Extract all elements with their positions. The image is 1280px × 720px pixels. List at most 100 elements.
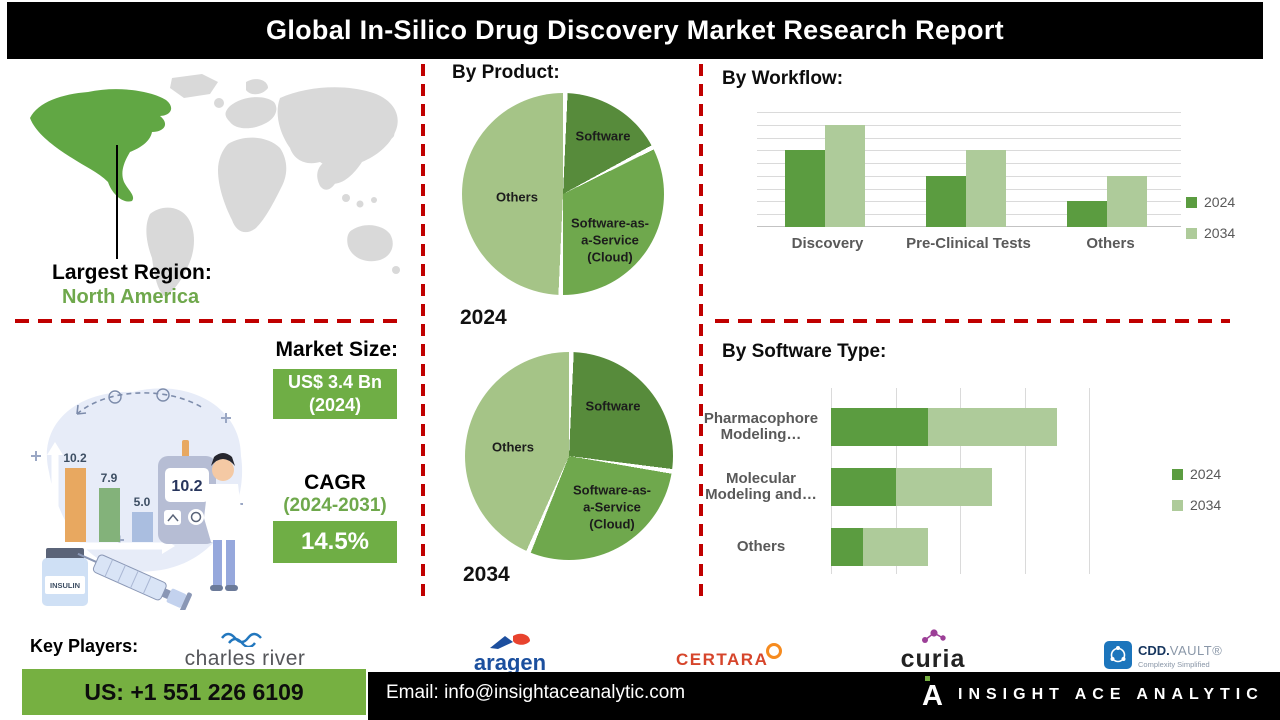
market-size-label: Market Size: — [275, 338, 398, 361]
gridline — [1089, 388, 1090, 574]
pie-2024-label-saas: Software-as- a-Service (Cloud) — [570, 215, 650, 265]
bar-value-3: 5.0 — [134, 495, 151, 509]
map-continents — [146, 74, 400, 296]
workflow-category-others: Others — [1086, 235, 1135, 252]
bar-value-2: 7.9 — [101, 471, 118, 485]
by-product-heading: By Product: — [452, 62, 560, 83]
bar-Pharmacophore Modeling…-2034 — [927, 408, 1057, 446]
key-players-label: Key Players: — [30, 636, 139, 656]
cdd-tagline: Complexity Simplified — [1138, 659, 1210, 669]
legend-swatch-2024 — [1186, 196, 1197, 208]
legend-swatch-2034 — [1172, 499, 1183, 511]
workflow-legend-2024: 2024 — [1186, 194, 1235, 210]
logo-aragen: aragen — [455, 632, 565, 676]
pie-2034-label-saas: Software-as- a-Service (Cloud) — [572, 482, 652, 532]
bar-Others-2024 — [831, 528, 864, 566]
software-category-molecular: Molecular Modeling and… — [705, 470, 817, 503]
bar-Discovery-2024 — [785, 150, 825, 227]
curia-name: curia — [900, 645, 966, 673]
bar-Pre-Clinical Tests-2024 — [926, 175, 966, 227]
legend-label-2034: 2034 — [1204, 225, 1236, 241]
divider-right — [715, 319, 1230, 323]
gridline — [1024, 388, 1026, 574]
cdd-vault-name: VAULT® — [1169, 642, 1223, 658]
pie-2034-label-others: Others — [492, 439, 534, 455]
curia-molecule-icon — [922, 629, 946, 643]
software-legend-2034: 2034 — [1172, 497, 1221, 513]
bar-Pre-Clinical Tests-2034 — [966, 150, 1006, 227]
market-illustration: 10.2 7.9 5.0 10.2 INSULIN — [31, 388, 243, 610]
bar-value-1: 10.2 — [63, 451, 87, 465]
legend-label-2024: 2024 — [1190, 466, 1222, 482]
workflow-chart — [757, 112, 1181, 227]
workflow-category-preclinical: Pre-Clinical Tests — [906, 235, 1031, 252]
certara-name: CERTARA — [676, 650, 769, 669]
cagr-value: 14.5% — [300, 528, 370, 555]
logo-charles-river: charles river — [178, 631, 312, 671]
logo-certara: CERTARA — [676, 643, 784, 670]
bar-Others-2034 — [863, 528, 928, 566]
logo-cdd-vault: CDD.VAULT® Complexity Simplified — [1104, 641, 1222, 669]
legend-label-2034: 2034 — [1190, 497, 1222, 513]
syringe — [77, 552, 192, 610]
gridline — [757, 137, 1181, 139]
market-size-value: US$ 3.4 Bn — [287, 372, 383, 392]
cagr-value-box: 14.5% — [273, 521, 397, 563]
pie-2024-year-label: 2024 — [460, 306, 507, 329]
by-software-type-heading: By Software Type: — [722, 341, 887, 362]
market-size-box: US$ 3.4 Bn (2024) — [273, 369, 397, 419]
legend-swatch-2034 — [1186, 227, 1197, 239]
insulin-vial-label: INSULIN — [50, 581, 80, 590]
bar-Pharmacophore Modeling…-2024 — [831, 408, 928, 446]
largest-region-value: North America — [62, 286, 200, 308]
pie-2024-label-software: Software — [575, 128, 631, 144]
software-category-others: Others — [736, 538, 786, 555]
footer-bar — [368, 672, 1280, 720]
certara-ring-icon — [766, 643, 783, 659]
logo-green-dot — [925, 676, 930, 681]
cagr-label: CAGR — [304, 471, 366, 494]
aragen-name: aragen — [473, 650, 547, 675]
workflow-category-discovery: Discovery — [791, 235, 864, 252]
title-bar: Global In-Silico Drug Discovery Market R… — [7, 2, 1263, 59]
bar-Molecular Modeling and…-2024 — [831, 468, 896, 506]
legend-swatch-2024 — [1172, 468, 1183, 480]
world-map — [30, 74, 400, 296]
pie-2034-year-label: 2034 — [463, 563, 510, 586]
gridline — [757, 112, 1181, 113]
insight-ace-logo-icon: A — [922, 676, 952, 716]
footer-phone-box: US: +1 551 226 6109 — [22, 669, 366, 715]
software-type-chart — [831, 388, 1093, 574]
bar-Others-2024 — [1067, 201, 1107, 227]
cagr-period: (2024-2031) — [283, 495, 387, 516]
region-pointer-line — [116, 145, 118, 259]
pie-2034-label-software: Software — [585, 398, 641, 414]
charles-river-name: charles river — [184, 647, 306, 670]
map-north-america-highlight — [30, 89, 172, 202]
pie-chart-2034: Software Others Software-as- a-Service (… — [465, 352, 673, 560]
pie-2024-label-others: Others — [496, 189, 538, 205]
footer-phone: US: +1 551 226 6109 — [84, 678, 304, 705]
largest-region-label: Largest Region: — [52, 261, 212, 284]
cdd-name: CDD. — [1138, 642, 1170, 658]
legend-label-2024: 2024 — [1204, 194, 1236, 210]
software-legend-2024: 2024 — [1172, 466, 1221, 482]
footer-brand: INSIGHT ACE ANALYTIC — [958, 686, 1264, 703]
logo-curia: curia — [898, 628, 968, 674]
divider-vertical-1 — [421, 64, 425, 600]
market-size-year: (2024) — [308, 395, 362, 415]
divider-left — [15, 319, 405, 323]
cdd-vault-icon — [1104, 641, 1132, 669]
charles-river-waves-icon — [221, 632, 262, 647]
divider-vertical-2 — [699, 64, 703, 600]
glucose-meter-reading: 10.2 — [171, 478, 202, 495]
footer-email: Email: info@insightaceanalytic.com — [386, 682, 686, 703]
aragen-mark-icon — [490, 633, 530, 649]
page-title: Global In-Silico Drug Discovery Market R… — [266, 15, 1004, 45]
workflow-legend-2034: 2034 — [1186, 225, 1235, 241]
logo-a-glyph: A — [922, 680, 943, 712]
bar-Others-2034 — [1107, 175, 1147, 227]
pie-chart-2024: Software Others Software-as- a-Service (… — [462, 93, 664, 295]
software-category-pharmacophore: Pharmacophore Modeling… — [703, 410, 819, 443]
